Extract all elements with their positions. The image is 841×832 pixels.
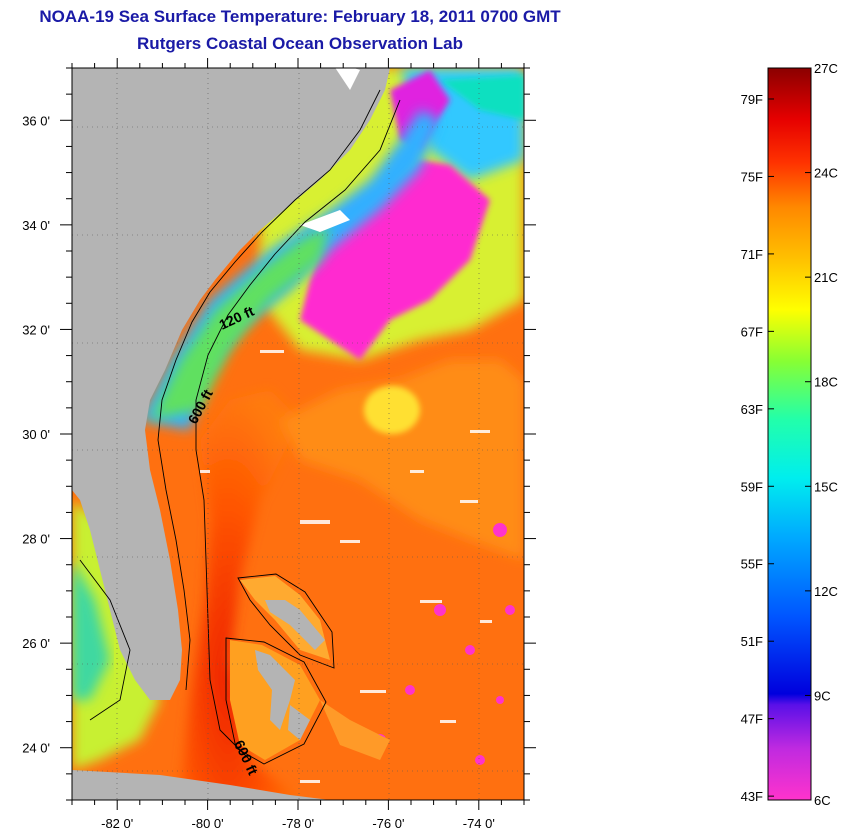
fahrenheit-label: 75F [741,169,763,184]
colorbar-ticks [768,67,811,801]
fahrenheit-label: 63F [741,402,763,417]
lon-tick-label: -76 0' [372,816,404,831]
celsius-label: 12C [814,584,838,599]
lat-tick-label: 26 0' [22,636,50,651]
lon-tick-label: -74 0' [463,816,495,831]
lon-tick-label: -80 0' [192,816,224,831]
lat-tick-label: 24 0' [22,741,50,756]
lon-tick-label: -78 0' [282,816,314,831]
lat-tick-label: 34 0' [22,218,50,233]
fahrenheit-label: 59F [741,479,763,494]
fahrenheit-label: 47F [741,712,763,727]
map-title: NOAA-19 Sea Surface Temperature: Februar… [39,7,561,26]
fahrenheit-label: 67F [741,324,763,339]
lat-tick-label: 28 0' [22,532,50,547]
celsius-label: 18C [814,375,838,390]
lat-tick-label: 30 0' [22,427,50,442]
celsius-label: 6C [814,793,831,808]
celsius-label: 21C [814,270,838,285]
fahrenheit-label: 51F [741,634,763,649]
graticule [72,68,524,800]
lat-tick-label: 32 0' [22,322,50,337]
celsius-label: 24C [814,166,838,181]
fahrenheit-label: 79F [741,92,763,107]
celsius-label: 15C [814,479,838,494]
bathymetry-contours [79,89,401,765]
sst-map-image [72,68,524,800]
map-subtitle: Rutgers Coastal Ocean Observation Lab [137,34,463,53]
axis-ticks [60,58,536,810]
fahrenheit-label: 55F [741,557,763,572]
fahrenheit-label: 71F [741,247,763,262]
lat-tick-label: 36 0' [22,113,50,128]
lon-tick-label: -82 0' [101,816,133,831]
axis-labels: -82 0' -80 0' -78 0' -76 0' -74 0' 36 0' 34 0'… [22,113,495,831]
fahrenheit-label: 43F [741,789,763,804]
celsius-label: 27C [814,61,838,76]
celsius-label: 9C [814,688,831,703]
colorbar [767,67,812,801]
colorbar-labels: 27C 24C 21C 18C 15C 12C 9C 6C 79F 75F 71F 67F 63F 59F… [741,61,838,808]
